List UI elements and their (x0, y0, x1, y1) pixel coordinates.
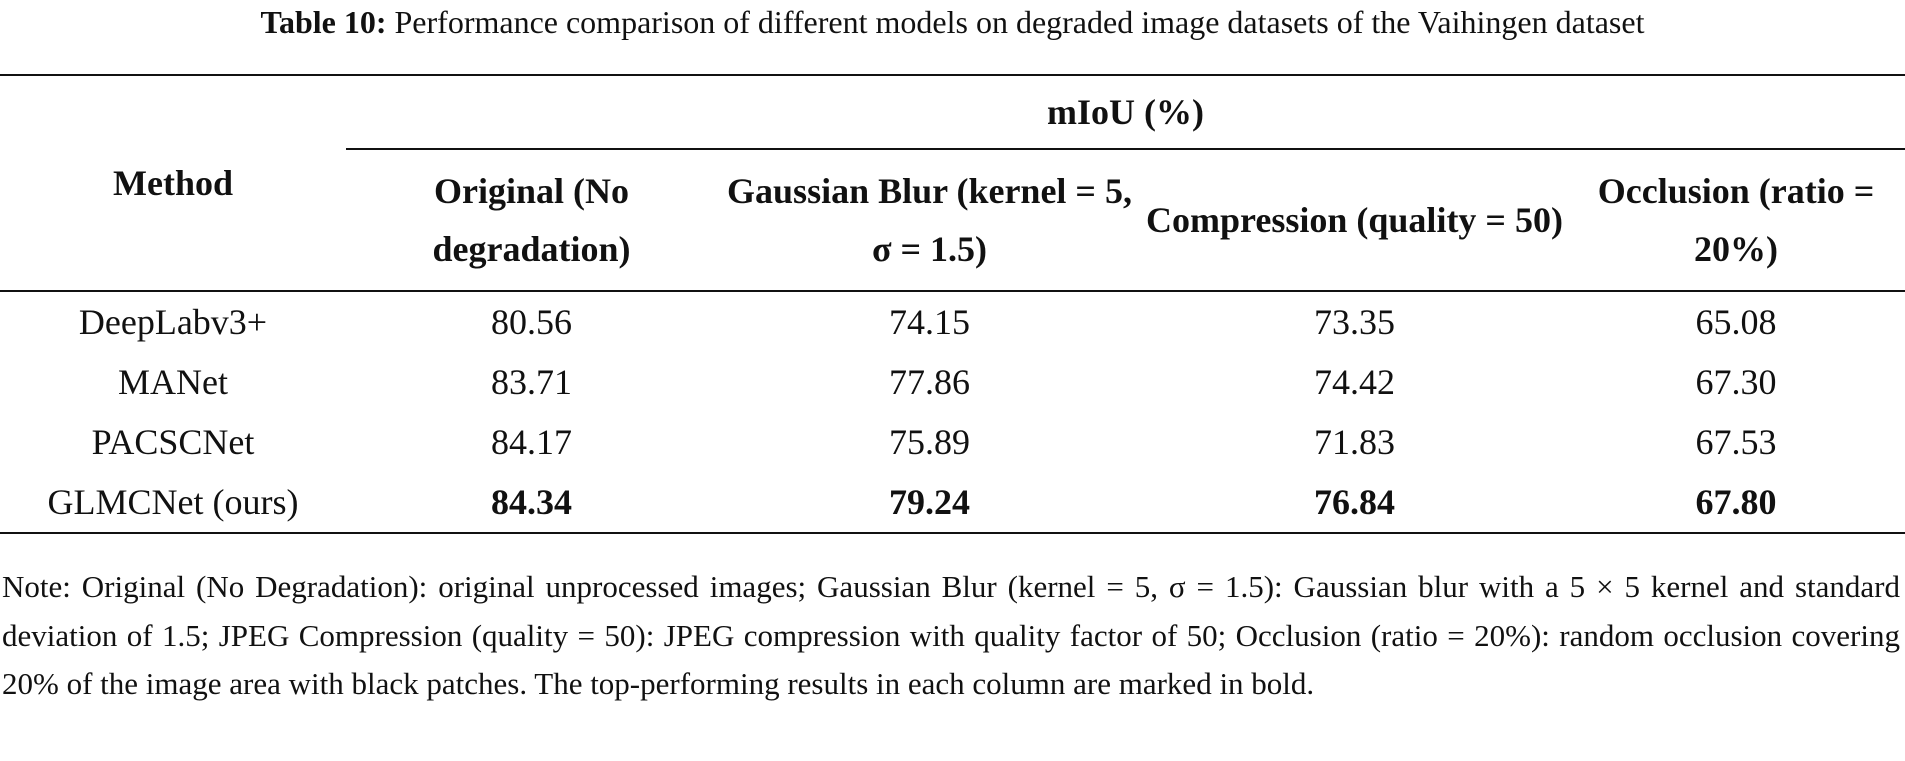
column-header: Compression (quality = 50) (1142, 149, 1567, 292)
column-header: Occlusion (ratio = 20%) (1567, 149, 1905, 292)
value-cell: 73.35 (1314, 302, 1395, 342)
value-cell: 71.83 (1314, 422, 1395, 462)
table-note: Note: Original (No Degradation): origina… (2, 569, 1900, 701)
value-cell: 77.86 (889, 362, 970, 402)
value-cell: 84.34 (346, 472, 717, 534)
value-cell: 84.17 (491, 422, 572, 462)
value-cell: 83.71 (491, 362, 572, 402)
value-cell: 79.24 (717, 472, 1142, 534)
table-body: Method mIoU (%) Original (No degradation… (0, 74, 1905, 534)
table-row: GLMCNet (ours) 84.34 79.24 76.84 67.80 (0, 472, 1905, 534)
results-table: Method mIoU (%) Original (No degradation… (0, 74, 1905, 534)
column-header: Method (0, 74, 346, 292)
group-header-row: Method mIoU (%) (0, 74, 1905, 292)
value-cell: 65.08 (1695, 302, 1777, 342)
table-row: DeepLabv3+ 80.56 74.15 73.35 65.08 (0, 291, 1905, 352)
column-header: Gaussian Blur (kernel = 5, σ = 1.5) (717, 149, 1142, 292)
table-caption: Table 10: Performance comparison of diffe… (0, 2, 1905, 42)
value-cell: 74.42 (1314, 362, 1395, 402)
value-cell: 67.53 (1695, 422, 1777, 462)
group-header: mIoU (%) (346, 74, 1905, 150)
value-cell: 67.30 (1695, 362, 1777, 402)
method-cell: PACSCNet (91, 422, 255, 462)
value-cell: 76.84 (1142, 472, 1567, 534)
method-cell: MANet (118, 362, 228, 402)
value-cell: 74.15 (889, 302, 970, 342)
caption-text: Performance comparison of different mode… (394, 4, 1645, 40)
value-cell: 75.89 (889, 422, 970, 462)
table-row: MANet 83.71 77.86 74.42 67.30 (0, 352, 1905, 412)
value-cell: 67.80 (1567, 472, 1905, 534)
value-cell: 80.56 (491, 302, 572, 342)
caption-label: Table 10: (260, 4, 387, 40)
method-cell: DeepLabv3+ (78, 302, 268, 342)
column-header: Original (No degradation) (346, 149, 717, 292)
header-row: Original (No degradation) Gaussian Blur (… (0, 149, 1905, 292)
method-cell: GLMCNet (ours) (0, 472, 346, 534)
table-row: PACSCNet 84.17 75.89 71.83 67.53 (0, 412, 1905, 472)
